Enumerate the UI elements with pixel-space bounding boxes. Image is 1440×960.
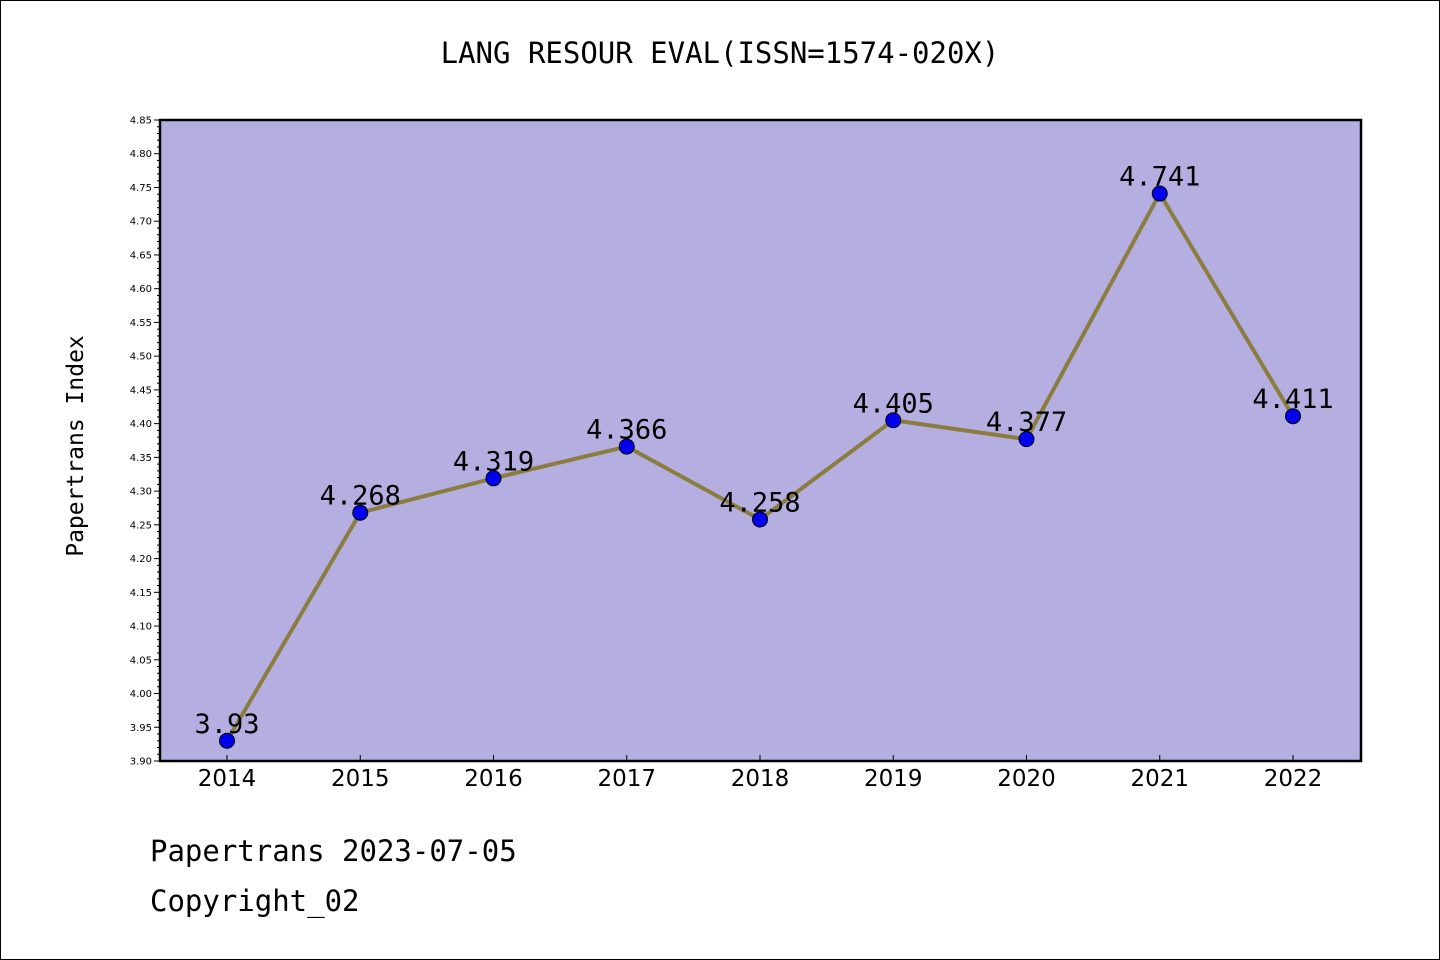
data-point — [885, 412, 902, 429]
plot-border — [158, 118, 1363, 763]
y-tick-label: 4.65 — [130, 250, 152, 261]
footer-copyright-line: Copyright_02 — [150, 884, 360, 918]
y-tick-label: 4.45 — [130, 385, 152, 396]
y-tick-label: 4.25 — [130, 520, 152, 531]
data-label: 4.411 — [1252, 384, 1333, 415]
y-tick-label: 4.50 — [130, 352, 152, 363]
y-tick-label: 4.30 — [130, 487, 152, 498]
y-tick-label: 4.15 — [130, 588, 152, 599]
data-point — [618, 438, 635, 455]
y-tick-label: 4.35 — [130, 453, 152, 464]
data-point — [485, 470, 502, 487]
x-tick-label: 2016 — [464, 766, 523, 792]
x-tick-label: 2018 — [731, 766, 790, 792]
y-tick-label: 4.10 — [130, 622, 152, 633]
chart-title: LANG RESOUR EVAL(ISSN=1574-020X) — [440, 36, 1000, 70]
y-tick-label: 4.40 — [130, 419, 152, 430]
data-point — [752, 511, 768, 528]
x-tick-label: 2014 — [198, 766, 257, 792]
data-label: 3.93 — [194, 709, 259, 740]
y-tick-label: 4.75 — [130, 183, 152, 194]
data-label: 4.366 — [586, 415, 667, 446]
footer-date-line: Papertrans 2023-07-05 — [150, 834, 517, 868]
y-tick-label: 4.60 — [130, 284, 152, 295]
y-tick-label: 4.05 — [130, 655, 152, 666]
y-tick-label: 4.70 — [130, 217, 152, 228]
data-label: 4.268 — [320, 481, 401, 512]
x-tick-label: 2017 — [597, 766, 656, 792]
data-point — [219, 732, 235, 749]
y-tick-label: 3.90 — [130, 757, 152, 768]
plot-area — [160, 120, 1361, 761]
data-point — [352, 504, 369, 521]
y-tick-label: 4.55 — [130, 318, 152, 329]
data-point — [1151, 185, 1168, 202]
data-label: 4.319 — [453, 446, 534, 477]
x-tick-label: 2022 — [1264, 766, 1323, 792]
data-label: 4.377 — [986, 407, 1067, 438]
data-label: 4.405 — [853, 388, 934, 419]
y-tick-label: 4.00 — [130, 689, 152, 700]
x-tick-label: 2020 — [997, 766, 1056, 792]
y-tick-label: 4.80 — [130, 149, 152, 160]
data-label: 4.258 — [719, 487, 800, 518]
x-tick-label: 2019 — [864, 766, 923, 792]
x-tick-label: 2021 — [1130, 766, 1189, 792]
data-point — [1018, 431, 1035, 448]
y-tick-label: 4.85 — [130, 116, 152, 127]
x-tick-label: 2015 — [331, 766, 390, 792]
data-point — [1285, 408, 1301, 425]
data-label: 4.741 — [1119, 162, 1200, 193]
y-tick-label: 3.95 — [130, 723, 152, 734]
y-tick-label: 4.20 — [130, 554, 152, 565]
